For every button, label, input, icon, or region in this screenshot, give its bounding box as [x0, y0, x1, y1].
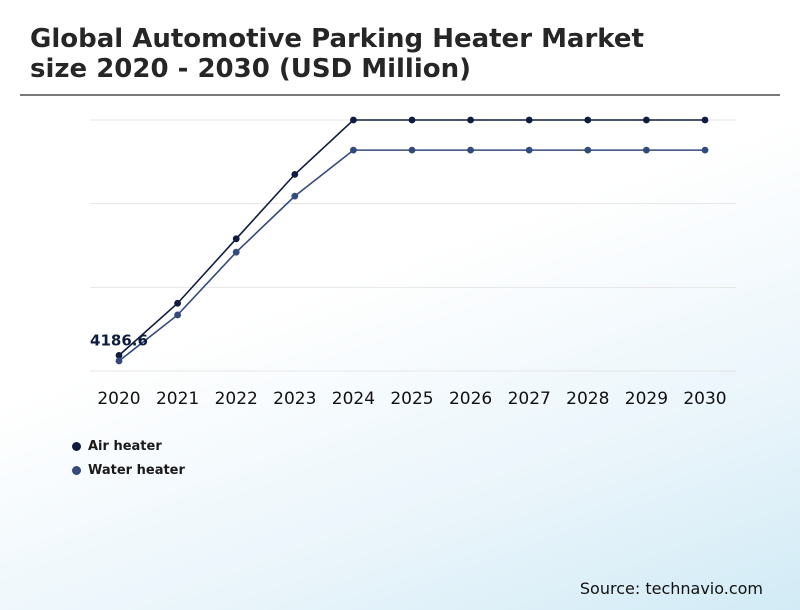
x-tick-label: 2023 — [273, 389, 316, 409]
x-tick-label: 2021 — [156, 389, 199, 409]
x-tick-label: 2026 — [449, 389, 492, 409]
title-divider — [20, 94, 780, 96]
data-point-water-heater-2020[interactable] — [115, 357, 123, 365]
legend: Air heater Water heater — [72, 434, 185, 482]
data-point-air-heater-2025[interactable] — [408, 116, 416, 124]
x-tick-label: 2027 — [508, 389, 551, 409]
data-point-air-heater-2027[interactable] — [525, 116, 533, 124]
x-axis-ticks: 2020 2021 2022 2023 2024 2025 2026 2027 2028 2029… — [97, 389, 726, 409]
data-labels: 4186.6 — [90, 331, 148, 349]
legend-item-water-heater[interactable]: Water heater — [72, 458, 185, 482]
legend-marker-water-heater — [72, 465, 81, 475]
x-tick-label: 2030 — [683, 389, 726, 409]
data-point-air-heater-2024[interactable] — [350, 116, 357, 124]
data-point-air-heater-2020[interactable] — [115, 351, 123, 359]
x-tick-label: 2028 — [566, 389, 609, 409]
source-credit: Source: technavio.com — [579, 579, 763, 598]
legend-marker-air-heater — [72, 441, 81, 451]
chart-title-line-2: size 2020 - 2030 (USD Million) — [30, 54, 472, 84]
x-tick-label: 2020 — [97, 389, 140, 409]
data-point-water-heater-2029[interactable] — [643, 146, 650, 154]
data-point-water-heater-2023[interactable] — [291, 192, 299, 200]
x-tick-label: 2025 — [390, 389, 433, 409]
legend-item-air-heater[interactable]: Air heater — [72, 434, 185, 458]
x-tick-label: 2029 — [625, 389, 668, 409]
data-point-water-heater-2026[interactable] — [467, 146, 474, 154]
data-point-water-heater-2024[interactable] — [350, 146, 357, 154]
data-point-air-heater-2029[interactable] — [643, 116, 650, 124]
data-point-water-heater-2022[interactable] — [232, 248, 240, 256]
x-tick-label: 2024 — [332, 389, 375, 409]
data-point-air-heater-2021[interactable] — [174, 299, 182, 307]
series-line-air-heater — [118, 119, 705, 356]
data-point-water-heater-2025[interactable] — [408, 146, 416, 154]
x-tick-label: 2022 — [215, 389, 258, 409]
legend-label-water-heater: Water heater — [88, 462, 185, 478]
data-point-air-heater-2026[interactable] — [467, 116, 474, 124]
legend-label-air-heater: Air heater — [88, 438, 162, 454]
data-point-air-heater-2030[interactable] — [701, 116, 709, 124]
chart-title: Global Automotive Parking Heater Market … — [30, 24, 770, 84]
data-point-water-heater-2021[interactable] — [174, 311, 182, 319]
series-lines — [118, 119, 705, 362]
series-line-water-heater — [118, 149, 705, 362]
data-point-water-heater-2028[interactable] — [584, 146, 592, 154]
gridlines — [90, 119, 736, 372]
data-point-water-heater-2027[interactable] — [525, 146, 533, 154]
data-label: 4186.6 — [90, 331, 148, 349]
data-point-air-heater-2023[interactable] — [291, 170, 299, 178]
data-point-air-heater-2028[interactable] — [584, 116, 592, 124]
data-point-water-heater-2030[interactable] — [701, 146, 709, 154]
series-points — [115, 116, 709, 365]
chart-title-line-1: Global Automotive Parking Heater Market — [30, 24, 644, 54]
data-point-air-heater-2022[interactable] — [232, 235, 240, 243]
